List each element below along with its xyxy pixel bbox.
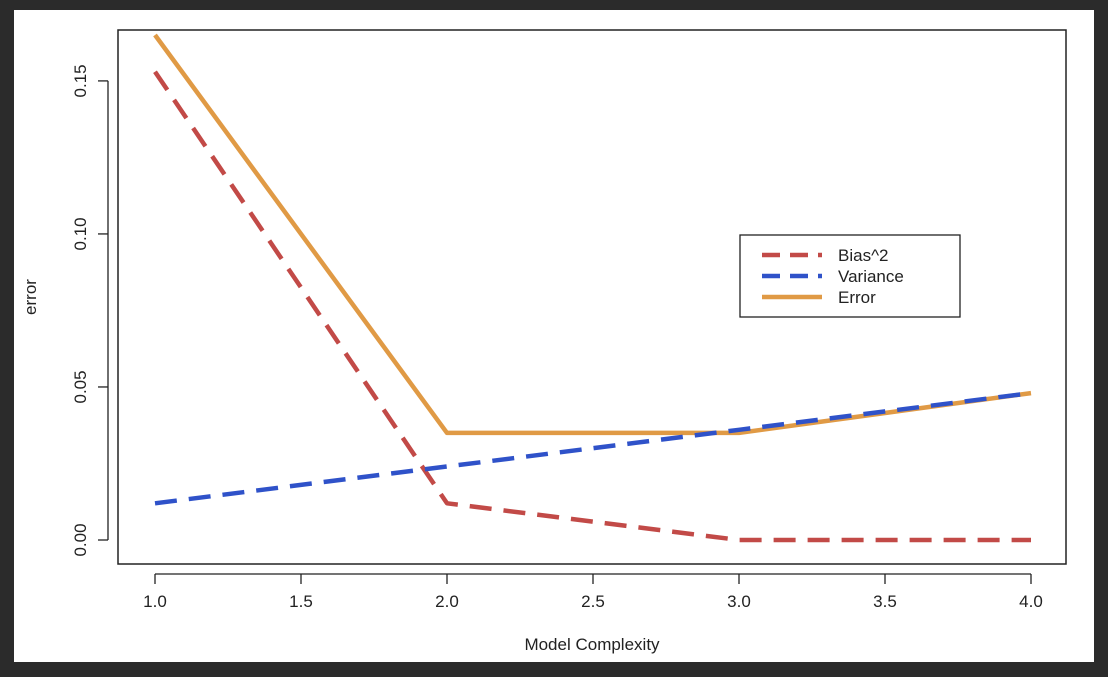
series-line-variance xyxy=(154,390,1032,506)
x-tick-label: 3.5 xyxy=(873,592,897,611)
x-axis-title: Model Complexity xyxy=(524,635,660,654)
x-tick-label: 4.0 xyxy=(1019,592,1043,611)
series-line-error xyxy=(153,33,1032,436)
chart-frame: 1.0 1.5 2.0 2.5 3.0 3.5 4.0 0.00 0.05 0.10 0.15 M… xyxy=(14,10,1094,662)
y-tick-label: 0.10 xyxy=(71,217,90,250)
y-tick-label: 0.15 xyxy=(71,64,90,97)
y-tick-label: 0.00 xyxy=(71,523,90,556)
x-tick-label: 2.0 xyxy=(435,592,459,611)
x-tick-label: 3.0 xyxy=(727,592,751,611)
series-line-bias-2 xyxy=(153,70,1031,543)
legend-label: Bias^2 xyxy=(838,246,889,265)
x-tick-label: 2.5 xyxy=(581,592,605,611)
x-tick-label: 1.0 xyxy=(143,592,167,611)
y-tick-label: 0.05 xyxy=(71,370,90,403)
bias-variance-chart: 1.0 1.5 2.0 2.5 3.0 3.5 4.0 0.00 0.05 0.10 0.15 M… xyxy=(21,29,1067,654)
legend: Bias^2 Variance Error xyxy=(739,234,961,318)
series-layer xyxy=(153,33,1032,543)
x-tick-label: 1.5 xyxy=(289,592,313,611)
y-axis: 0.00 0.05 0.10 0.15 xyxy=(71,64,109,557)
plot-area-border xyxy=(117,29,1067,565)
legend-label: Variance xyxy=(838,267,904,286)
x-axis: 1.0 1.5 2.0 2.5 3.0 3.5 4.0 xyxy=(143,573,1043,611)
y-axis-title: error xyxy=(21,279,40,315)
legend-label: Error xyxy=(838,288,876,307)
